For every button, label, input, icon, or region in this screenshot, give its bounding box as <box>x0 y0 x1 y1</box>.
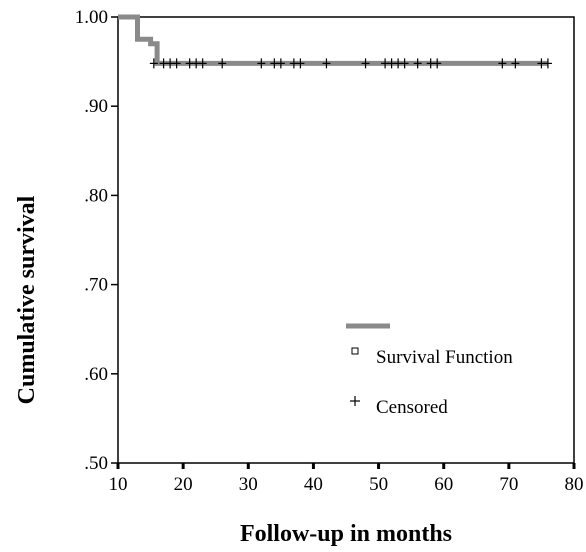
legend: Survival Function Censored <box>346 323 513 418</box>
censored-mark <box>257 58 266 69</box>
censored-mark <box>296 58 305 69</box>
x-axis-ticks: 10 20 30 40 50 60 70 80 <box>109 463 584 495</box>
x-tick-label: 10 <box>109 474 128 495</box>
x-tick-label: 70 <box>499 474 518 495</box>
y-tick-label: .50 <box>84 453 108 474</box>
censored-mark <box>543 58 552 69</box>
legend-label-censored: Censored <box>376 397 448 418</box>
censored-mark <box>198 58 207 69</box>
y-tick-label: 1.00 <box>75 7 108 28</box>
plot-frame <box>117 16 575 464</box>
x-axis-title: Follow-up in months <box>240 521 452 547</box>
y-axis-title: Cumulative survival <box>14 195 40 404</box>
censored-mark <box>149 58 158 69</box>
x-tick-label: 30 <box>239 474 258 495</box>
censored-mark <box>322 58 331 69</box>
censored-mark <box>218 58 227 69</box>
censored-mark <box>276 58 285 69</box>
legend-label-survival: Survival Function <box>376 347 513 368</box>
series-layer <box>118 14 552 69</box>
y-tick-label: .60 <box>84 364 108 385</box>
x-tick-label: 50 <box>369 474 388 495</box>
censored-mark <box>413 58 422 69</box>
y-tick-label: .80 <box>84 185 108 206</box>
censored-mark <box>433 58 442 69</box>
y-axis-ticks: .50 .60 .70 .80 .90 1.00 <box>75 7 118 474</box>
legend-survival-marker <box>351 347 359 355</box>
x-tick-label: 80 <box>565 474 584 495</box>
survival-function-line <box>118 14 548 66</box>
censored-mark <box>361 58 370 69</box>
y-tick-label: .70 <box>84 275 108 296</box>
censored-mark <box>511 58 520 69</box>
x-tick-label: 60 <box>434 474 453 495</box>
legend-censored-marker <box>350 396 360 406</box>
x-tick-label: 20 <box>174 474 193 495</box>
x-tick-label: 40 <box>304 474 323 495</box>
censored-mark <box>400 58 409 69</box>
y-tick-label: .90 <box>84 96 108 117</box>
censored-mark <box>172 58 181 69</box>
censored-mark <box>498 58 507 69</box>
